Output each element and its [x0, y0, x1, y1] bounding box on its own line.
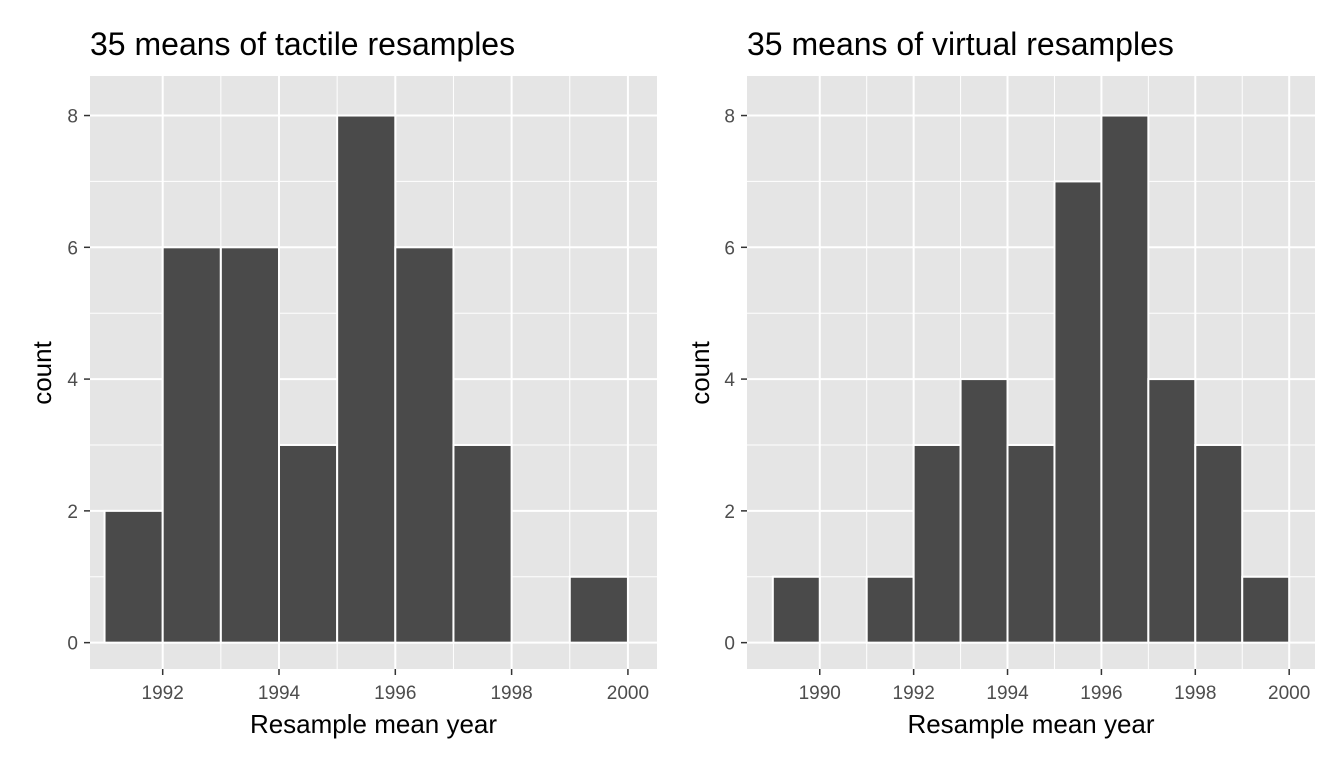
histogram-bar	[865, 575, 915, 644]
y-axis-label: count	[27, 340, 57, 404]
x-tick-label: 1994	[986, 683, 1029, 704]
histogram-bar	[1194, 443, 1244, 644]
x-tick-label: 1992	[893, 683, 935, 704]
bars	[103, 114, 629, 644]
bars	[771, 114, 1291, 644]
y-tick-label: 4	[724, 370, 735, 391]
histogram-bar	[278, 443, 339, 644]
histogram-bar	[1006, 443, 1056, 644]
x-tick-label: 1996	[1080, 683, 1122, 704]
histogram-bar	[1053, 180, 1103, 644]
y-tick-label: 8	[67, 107, 78, 128]
x-tick-label: 2000	[607, 683, 649, 704]
x-axis-label: Resample mean year	[907, 709, 1154, 739]
axes: 1992 1994 1996 1998 2000 0 2 4 6 8	[67, 107, 649, 704]
axes: 1990 1992 1994 1996 1998 2000 0 2 4 6 8	[724, 107, 1310, 704]
histogram-bar	[959, 378, 1009, 644]
histogram-bar	[771, 575, 821, 644]
x-tick-label: 1992	[142, 683, 184, 704]
histogram-bar	[161, 246, 222, 644]
y-tick-label: 0	[67, 634, 78, 655]
y-tick-label: 2	[724, 502, 735, 523]
y-tick-label: 0	[724, 634, 735, 655]
x-tick-label: 1998	[1174, 683, 1216, 704]
virtual-histogram-panel: 1990 1992 1994 1996 1998 2000 0 2 4 6 8 35 means o…	[685, 26, 1315, 739]
histogram-bar	[103, 509, 164, 644]
histogram-bar	[452, 443, 513, 644]
y-tick-label: 8	[724, 107, 735, 128]
x-tick-label: 1996	[374, 683, 416, 704]
y-tick-label: 6	[724, 238, 735, 259]
histogram-bar	[1100, 114, 1150, 644]
tactile-histogram-panel: 1992 1994 1996 1998 2000 0 2 4 6 8 35 means of ta…	[27, 26, 657, 739]
histogram-bar	[394, 246, 455, 644]
x-tick-label: 1994	[258, 683, 301, 704]
histogram-bar	[1241, 575, 1291, 644]
x-tick-label: 2000	[1268, 683, 1310, 704]
histogram-bar	[568, 575, 629, 644]
histogram-bar	[1147, 378, 1197, 644]
chart-title: 35 means of virtual resamples	[747, 26, 1174, 62]
x-tick-label: 1998	[490, 683, 532, 704]
histogram-bar	[336, 114, 397, 644]
x-tick-label: 1990	[799, 683, 841, 704]
y-tick-label: 6	[67, 238, 78, 259]
x-axis-label: Resample mean year	[250, 709, 497, 739]
histogram-bar	[912, 443, 962, 644]
y-tick-label: 2	[67, 502, 78, 523]
y-tick-label: 4	[67, 370, 78, 391]
y-axis-label: count	[685, 340, 715, 404]
chart-title: 35 means of tactile resamples	[90, 26, 515, 62]
histogram-bar	[219, 246, 281, 644]
